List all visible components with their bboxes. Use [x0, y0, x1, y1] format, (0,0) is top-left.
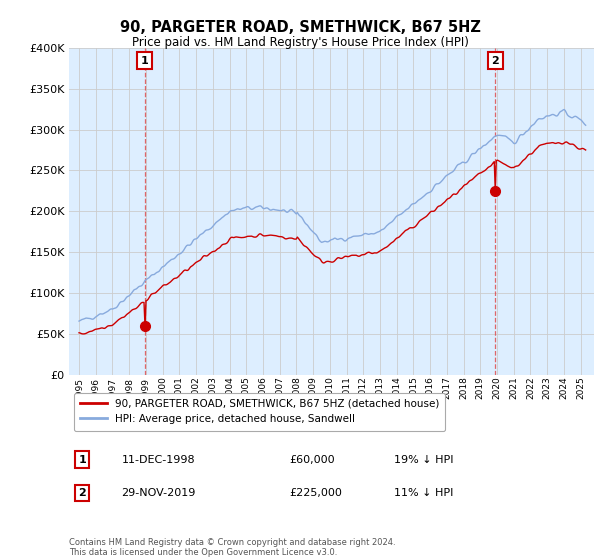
Text: £60,000: £60,000	[290, 455, 335, 465]
Text: £225,000: £225,000	[290, 488, 343, 498]
Text: 1: 1	[140, 56, 148, 66]
Text: Contains HM Land Registry data © Crown copyright and database right 2024.
This d: Contains HM Land Registry data © Crown c…	[69, 538, 395, 557]
Text: 11-DEC-1998: 11-DEC-1998	[121, 455, 195, 465]
Text: Price paid vs. HM Land Registry's House Price Index (HPI): Price paid vs. HM Land Registry's House …	[131, 36, 469, 49]
Text: 1: 1	[78, 455, 86, 465]
Text: 29-NOV-2019: 29-NOV-2019	[121, 488, 196, 498]
Text: 11% ↓ HPI: 11% ↓ HPI	[395, 488, 454, 498]
Text: 90, PARGETER ROAD, SMETHWICK, B67 5HZ: 90, PARGETER ROAD, SMETHWICK, B67 5HZ	[119, 20, 481, 35]
Text: 2: 2	[78, 488, 86, 498]
Text: 2: 2	[491, 56, 499, 66]
Legend: 90, PARGETER ROAD, SMETHWICK, B67 5HZ (detached house), HPI: Average price, deta: 90, PARGETER ROAD, SMETHWICK, B67 5HZ (d…	[74, 393, 445, 431]
Text: 19% ↓ HPI: 19% ↓ HPI	[395, 455, 454, 465]
